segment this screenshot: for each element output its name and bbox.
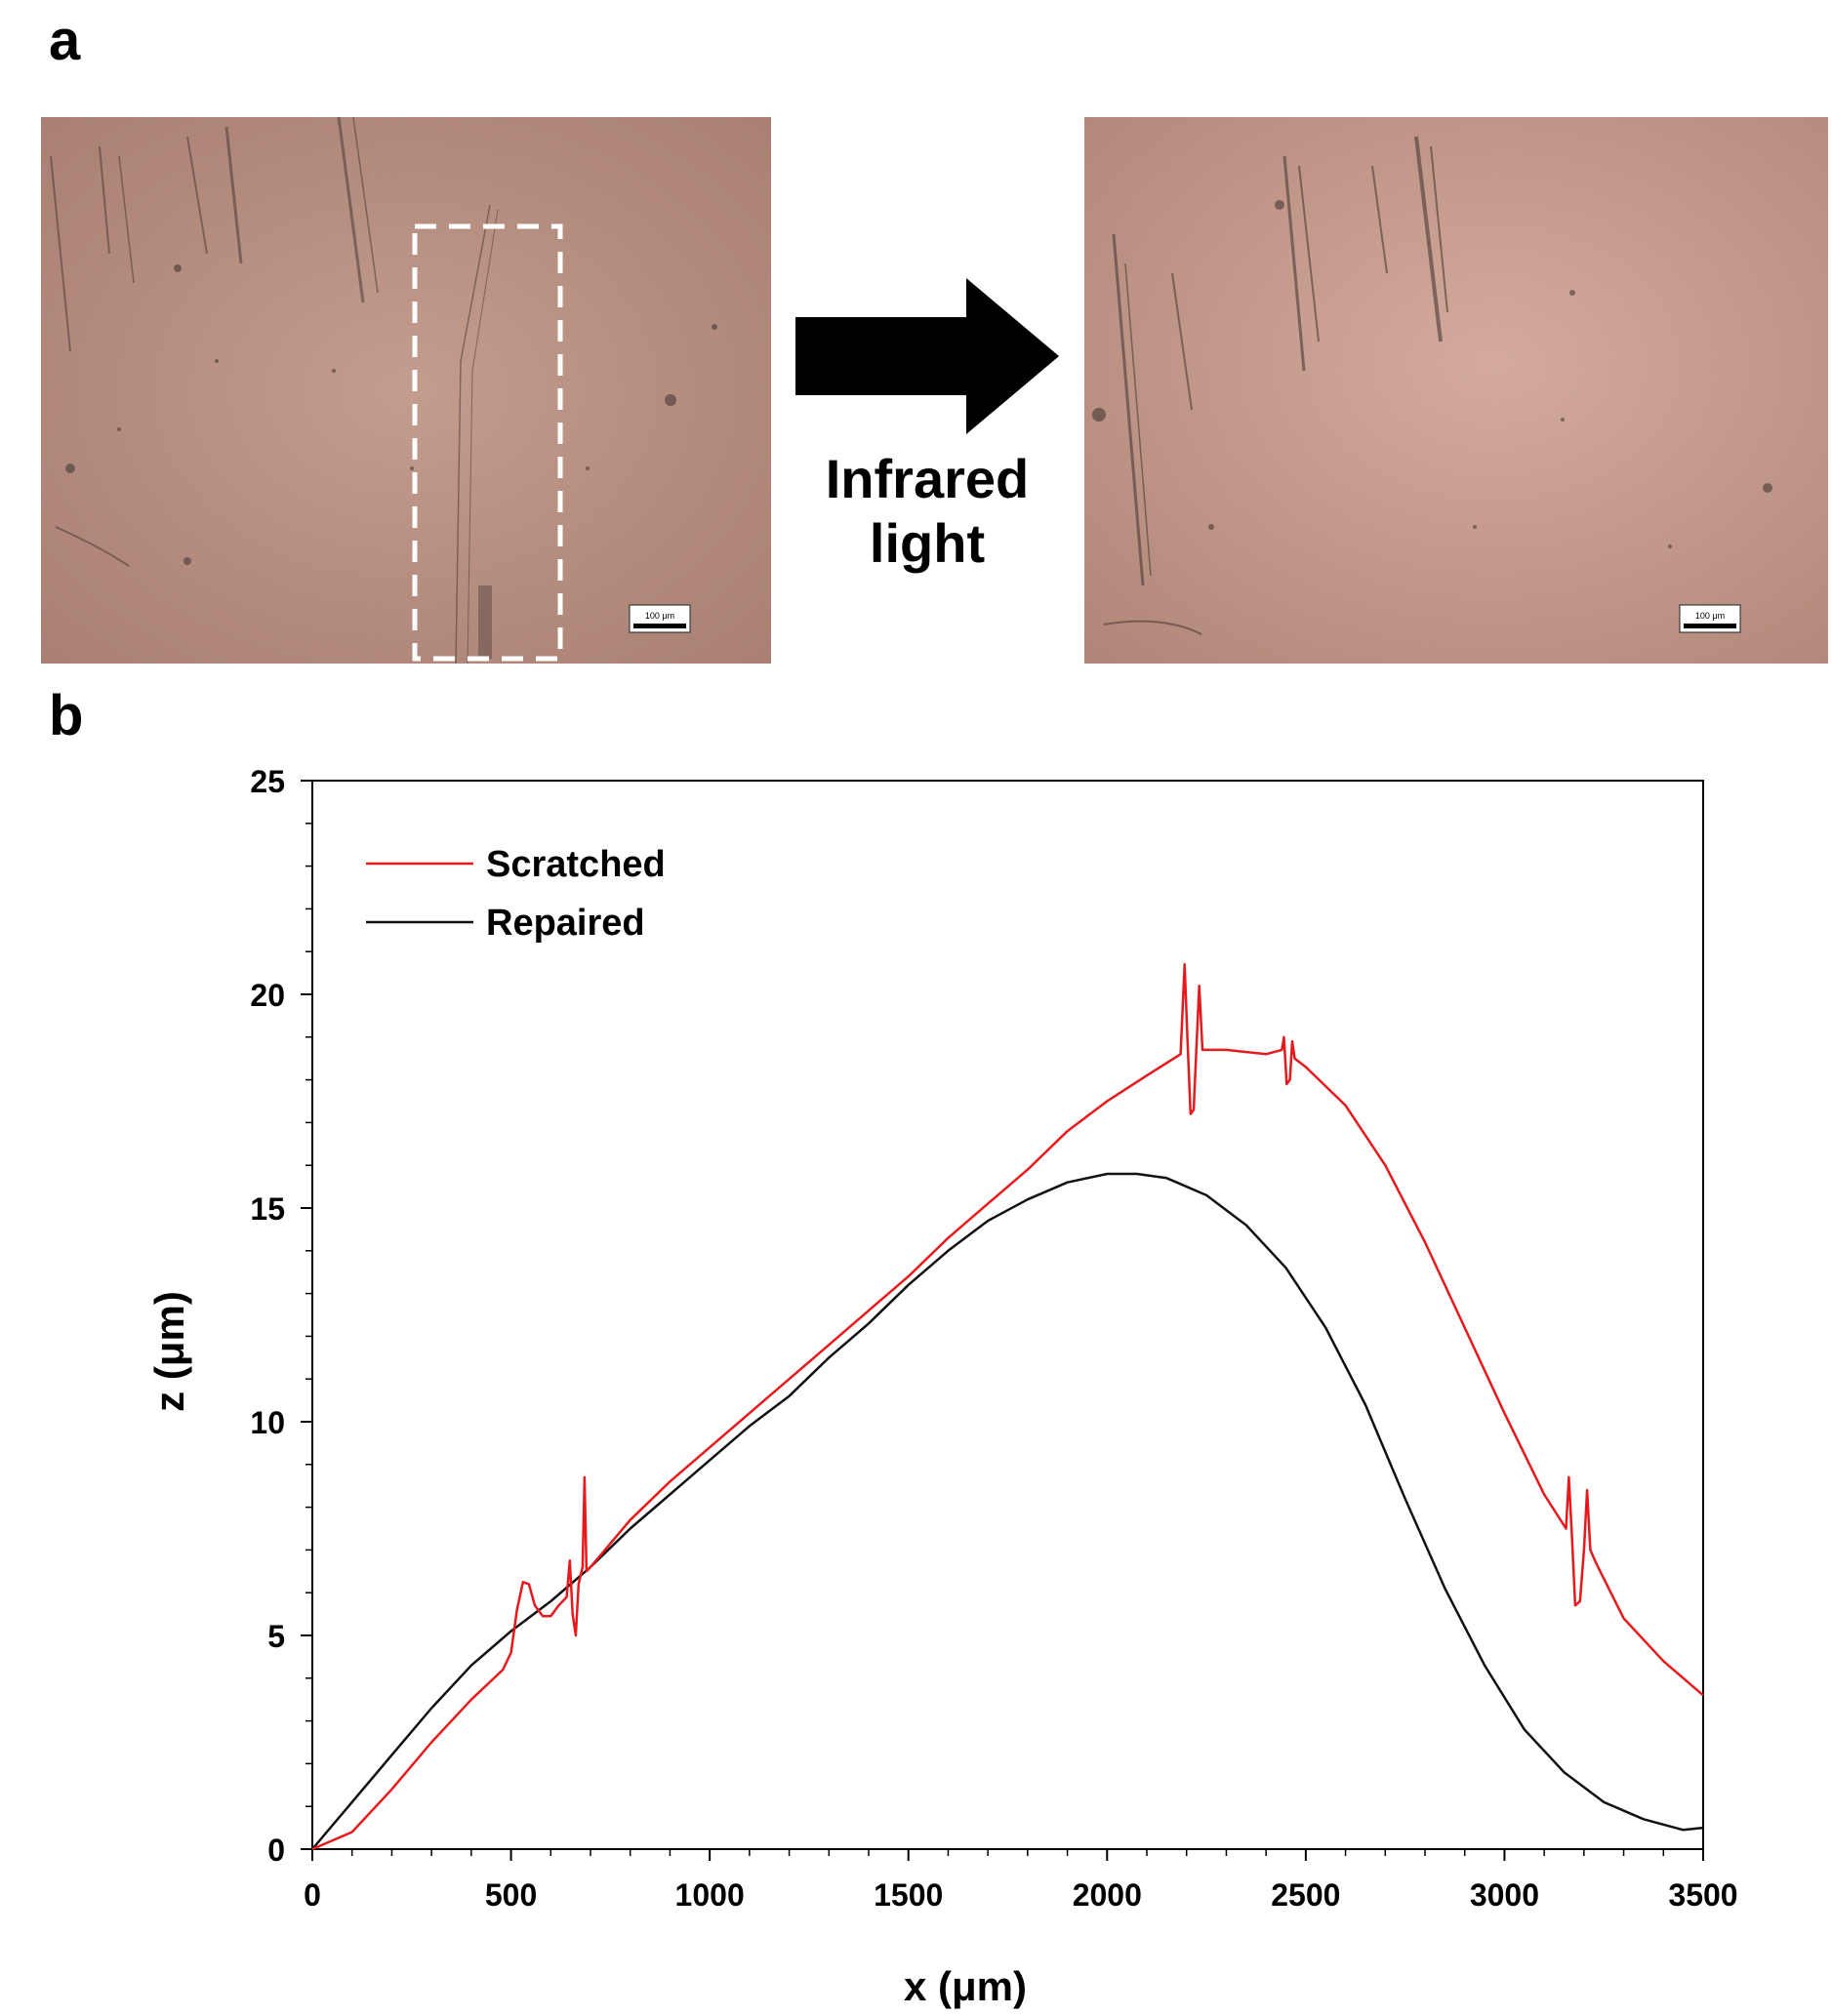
panel-a-label: a <box>49 9 81 72</box>
y-tick-label: 25 <box>250 764 285 799</box>
x-tick-label: 500 <box>485 1877 537 1913</box>
x-tick-label: 2500 <box>1271 1877 1340 1913</box>
x-tick-label: 1000 <box>675 1877 745 1913</box>
x-axis-label: x (μm) <box>904 1963 1027 2009</box>
series-line-repaired <box>311 1172 1704 1850</box>
infrared-light-label: Infrared light <box>825 448 1030 574</box>
scale-bar-label-before: 100 μm <box>645 611 674 621</box>
y-tick-label: 20 <box>250 978 285 1013</box>
legend-label-repaired: Repaired <box>486 903 645 944</box>
y-tick-label: 10 <box>250 1405 285 1440</box>
right-arrow-icon <box>795 278 1059 434</box>
series-line-scratched <box>311 963 1704 1851</box>
x-tick-label: 2000 <box>1073 1877 1142 1913</box>
panel-b-label: b <box>49 684 84 747</box>
micrograph-scratched: 100 μm <box>41 117 771 664</box>
x-tick-label: 1500 <box>874 1877 943 1913</box>
scratch-highlight-box <box>412 223 563 662</box>
micrograph-repaired: 100 μm <box>1084 117 1828 664</box>
plot-frame <box>311 780 1704 1850</box>
y-tick-label: 15 <box>250 1191 285 1227</box>
y-tick-label: 5 <box>267 1619 285 1654</box>
x-tick-label: 3500 <box>1668 1877 1737 1913</box>
x-tick-label: 0 <box>304 1877 321 1913</box>
height-profile-chart: 0 500 1000 1500 2000 2500 3000 3500 0 5 10 15 20 25 S… <box>146 764 1738 2009</box>
y-tick-label: 0 <box>267 1833 285 1868</box>
scale-bar-label-after: 100 μm <box>1695 611 1725 621</box>
legend-label-scratched: Scratched <box>486 844 666 885</box>
x-tick-label: 3000 <box>1470 1877 1539 1913</box>
y-axis-label: z (μm) <box>146 1291 192 1412</box>
